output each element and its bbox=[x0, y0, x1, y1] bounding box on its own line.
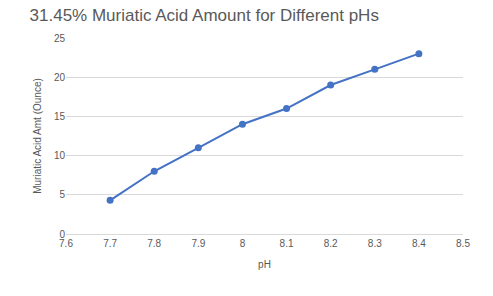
svg-text:8.3: 8.3 bbox=[368, 238, 382, 249]
svg-text:0: 0 bbox=[59, 229, 65, 240]
svg-text:25: 25 bbox=[54, 33, 66, 44]
svg-text:7.8: 7.8 bbox=[147, 238, 161, 249]
svg-text:15: 15 bbox=[54, 111, 66, 122]
svg-text:8: 8 bbox=[240, 238, 246, 249]
svg-text:7.9: 7.9 bbox=[191, 238, 205, 249]
svg-text:8.5: 8.5 bbox=[456, 238, 470, 249]
svg-text:pH: pH bbox=[258, 259, 271, 270]
svg-text:Muriatic Acid Amt (Ounce): Muriatic Acid Amt (Ounce) bbox=[32, 78, 43, 194]
svg-text:7.7: 7.7 bbox=[103, 238, 117, 249]
svg-text:10: 10 bbox=[54, 150, 66, 161]
svg-text:31.45% Muriatic Acid Amount fo: 31.45% Muriatic Acid Amount for Differen… bbox=[30, 6, 379, 25]
svg-text:5: 5 bbox=[59, 189, 65, 200]
svg-text:8.2: 8.2 bbox=[324, 238, 338, 249]
svg-text:20: 20 bbox=[54, 72, 66, 83]
svg-text:7.6: 7.6 bbox=[59, 238, 73, 249]
svg-text:8.1: 8.1 bbox=[280, 238, 294, 249]
svg-text:8.4: 8.4 bbox=[412, 238, 426, 249]
